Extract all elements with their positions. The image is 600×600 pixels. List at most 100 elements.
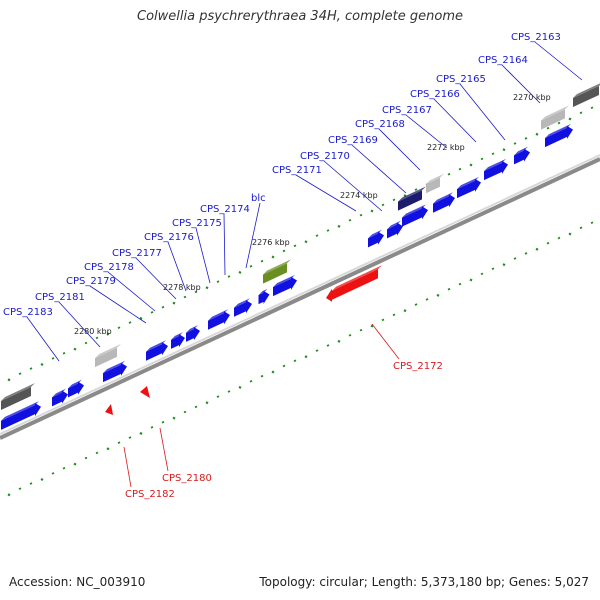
reverse-cds-block bbox=[326, 265, 382, 302]
feature-arrowhead bbox=[162, 342, 168, 356]
forward-scale-tick bbox=[238, 270, 242, 274]
reverse-scale-tick bbox=[117, 441, 121, 444]
gene-label-cps-2167: CPS_2167 bbox=[382, 105, 432, 116]
leader-line bbox=[378, 128, 421, 171]
forward-scale-tick bbox=[469, 163, 473, 167]
grey-feature-block bbox=[541, 105, 569, 130]
feature-arrowhead bbox=[291, 276, 297, 290]
feature-front bbox=[545, 127, 567, 148]
feature-front bbox=[186, 329, 194, 342]
leader-line bbox=[351, 144, 407, 194]
forward-scale-tick bbox=[392, 198, 396, 202]
forward-cds-block bbox=[457, 176, 481, 199]
forward-scale-tick bbox=[51, 357, 55, 360]
forward-scale-tick bbox=[304, 240, 308, 244]
forward-cds-block bbox=[402, 204, 428, 227]
forward-cds-block bbox=[186, 325, 200, 342]
forward-cds-block bbox=[545, 123, 573, 148]
reverse-scale-tick bbox=[139, 431, 143, 435]
forward-cds-block bbox=[433, 192, 455, 213]
forward-cds-block bbox=[68, 379, 84, 398]
forward-cds-block bbox=[1, 401, 41, 430]
forward-scale-tick bbox=[249, 265, 253, 268]
leader-line bbox=[167, 241, 187, 292]
gene-label-cps-2164: CPS_2164 bbox=[478, 55, 528, 66]
forward-scale-tick bbox=[139, 316, 143, 320]
feature-top bbox=[208, 309, 228, 321]
forward-scale-tick bbox=[458, 167, 462, 171]
reverse-scale-tick bbox=[95, 451, 99, 455]
feature-top bbox=[146, 340, 166, 352]
reverse-scale-tick bbox=[370, 324, 374, 328]
reverse-scale-tick bbox=[238, 385, 242, 389]
forward-scale-tick bbox=[524, 137, 528, 140]
grey-feature-block bbox=[95, 343, 121, 368]
leader-line bbox=[135, 257, 177, 300]
feature-top bbox=[545, 123, 571, 139]
reverse-scale-tick bbox=[590, 221, 594, 225]
feature-front bbox=[263, 263, 287, 284]
leader-line bbox=[26, 316, 60, 362]
reverse-scale-tick bbox=[293, 359, 297, 363]
leader-line bbox=[159, 427, 169, 472]
reverse-scale-tick bbox=[161, 420, 165, 424]
forward-scale-tick bbox=[414, 188, 418, 191]
gene-label-cps-2176: CPS_2176 bbox=[144, 232, 194, 243]
reverse-scale-tick bbox=[436, 293, 440, 297]
leader-line bbox=[433, 98, 477, 143]
map-title: Colwellia psychrerythraea 34H, complete … bbox=[137, 9, 463, 24]
feature-top bbox=[457, 176, 479, 190]
feature-arrowhead bbox=[179, 334, 185, 348]
feature-arrowhead bbox=[62, 390, 68, 404]
reverse-scale-tick bbox=[227, 390, 231, 393]
reverse-scale-tick bbox=[337, 339, 341, 343]
leader-line bbox=[459, 83, 506, 141]
feature-top bbox=[368, 229, 382, 239]
forward-scale-tick bbox=[172, 301, 176, 305]
feature-top bbox=[171, 332, 183, 340]
feature-arrowhead bbox=[378, 231, 384, 245]
feature-front bbox=[103, 364, 121, 383]
scale-label: 2276 kbp bbox=[252, 238, 290, 247]
forward-scale-tick bbox=[326, 229, 330, 232]
reverse-scale-tick bbox=[491, 267, 495, 271]
grey-feature-block bbox=[426, 173, 444, 194]
forward-cds-block bbox=[273, 274, 297, 297]
feature-top bbox=[484, 158, 506, 172]
feature-top bbox=[258, 288, 268, 296]
leader-line bbox=[323, 160, 383, 212]
forward-scale-tick bbox=[359, 213, 363, 217]
reverse-scale-tick bbox=[480, 272, 484, 276]
feature-top bbox=[402, 204, 426, 218]
feature-top bbox=[573, 83, 600, 99]
feature-front bbox=[484, 162, 502, 181]
feature-front bbox=[368, 233, 378, 248]
feature-front bbox=[1, 405, 35, 430]
feature-top bbox=[1, 383, 35, 401]
forward-scale-tick bbox=[128, 321, 132, 324]
feature-top bbox=[273, 274, 295, 288]
forward-scale-tick bbox=[29, 367, 33, 370]
reverse-scale-tick bbox=[150, 426, 154, 429]
feature-top bbox=[541, 105, 569, 121]
forward-scale-tick bbox=[293, 244, 297, 248]
reverse-scale-tick bbox=[359, 328, 363, 332]
scale-label: 2274 kbp bbox=[340, 191, 378, 200]
reverse-scale-tick bbox=[414, 303, 418, 306]
reverse-scale-tick bbox=[18, 487, 22, 490]
forward-scale-tick bbox=[84, 341, 88, 345]
feature-front bbox=[258, 292, 264, 305]
reverse-scale-tick bbox=[106, 447, 110, 451]
feature-arrowhead bbox=[422, 206, 428, 220]
gene-label-blc: blc bbox=[251, 193, 266, 204]
reverse-scale-tick bbox=[381, 318, 385, 322]
forward-scale-tick bbox=[315, 234, 319, 237]
forward-scale-tick bbox=[161, 305, 165, 309]
forward-cds-block bbox=[368, 229, 384, 248]
leader-line bbox=[295, 174, 357, 212]
reverse-scale-tick bbox=[51, 472, 55, 475]
forward-scale-tick bbox=[590, 106, 594, 110]
forward-cds-block bbox=[146, 340, 168, 361]
feature-arrowhead bbox=[121, 362, 127, 376]
reverse-scale-tick bbox=[513, 257, 517, 260]
